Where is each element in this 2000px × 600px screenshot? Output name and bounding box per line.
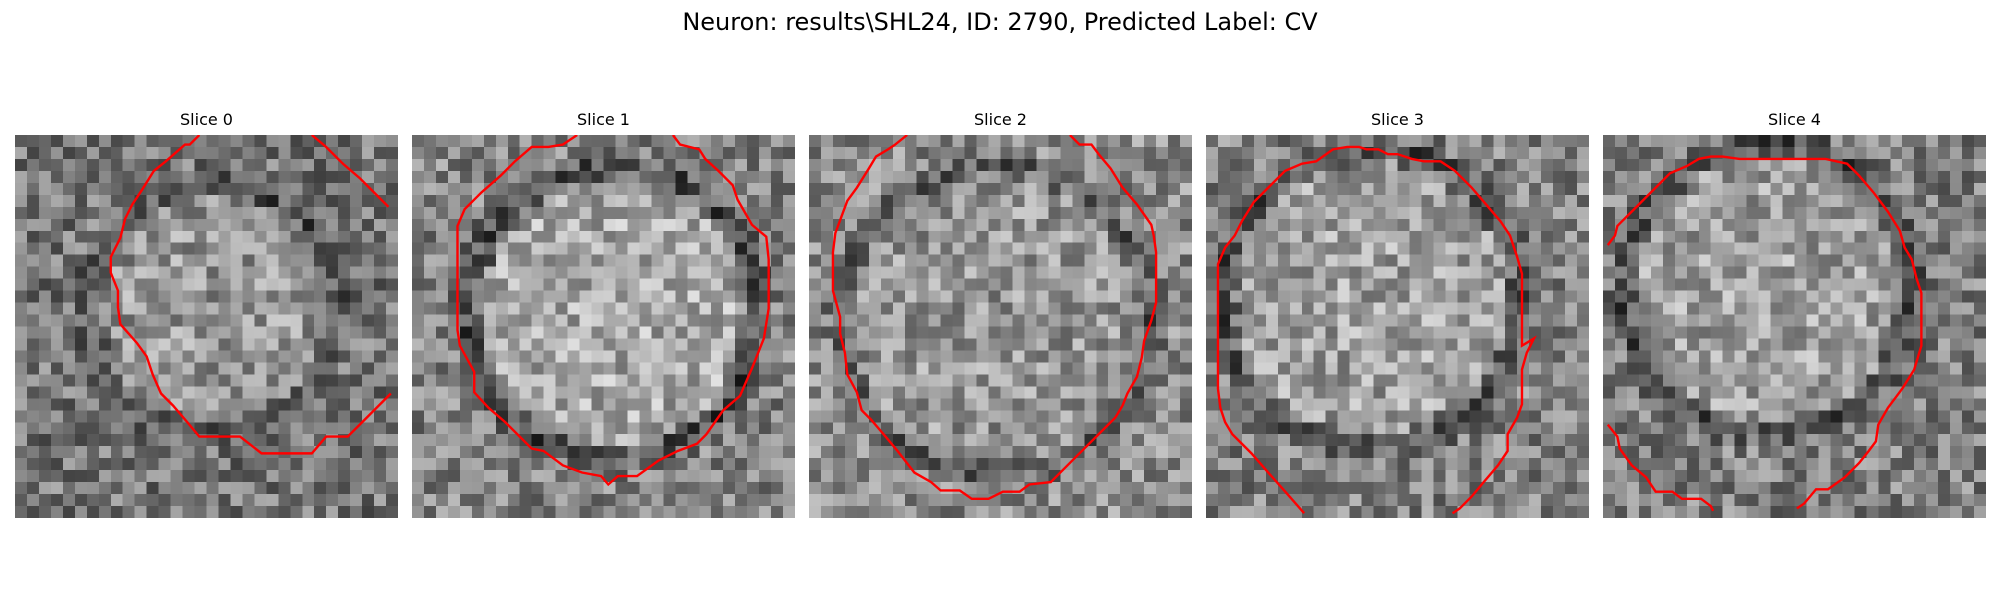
slice-image [15,135,398,518]
figure-title: Neuron: results\SHL24, ID: 2790, Predict… [682,8,1318,36]
grayscale-slice-image [809,135,1192,518]
slice-panel-1: Slice 1 [412,108,795,518]
grayscale-slice-image [412,135,795,518]
slice-title: Slice 4 [1768,110,1821,129]
slice-image [1603,135,1986,518]
slice-title: Slice 1 [577,110,630,129]
contour-line [311,135,390,208]
slice-panel-0: Slice 0 [15,108,398,518]
slice-title: Slice 3 [1371,110,1424,129]
contour-line [456,135,770,487]
grayscale-slice-image [1603,135,1986,518]
slice-title: Slice 0 [180,110,233,129]
slice-image [809,135,1192,518]
slice-image [1206,135,1589,518]
slice-panel-2: Slice 2 [809,108,1192,518]
slice-title: Slice 2 [974,110,1027,129]
slice-panel-3: Slice 3 [1206,108,1589,518]
contour-line [1216,145,1537,515]
slice-image [412,135,795,518]
slice-panel-4: Slice 4 [1603,108,1986,518]
contour-line [109,135,392,455]
contour-line [1606,423,1715,512]
contour-line [1606,155,1923,510]
contour-line [831,135,1158,501]
grayscale-slice-image [1206,135,1589,518]
grayscale-slice-image [15,135,398,518]
